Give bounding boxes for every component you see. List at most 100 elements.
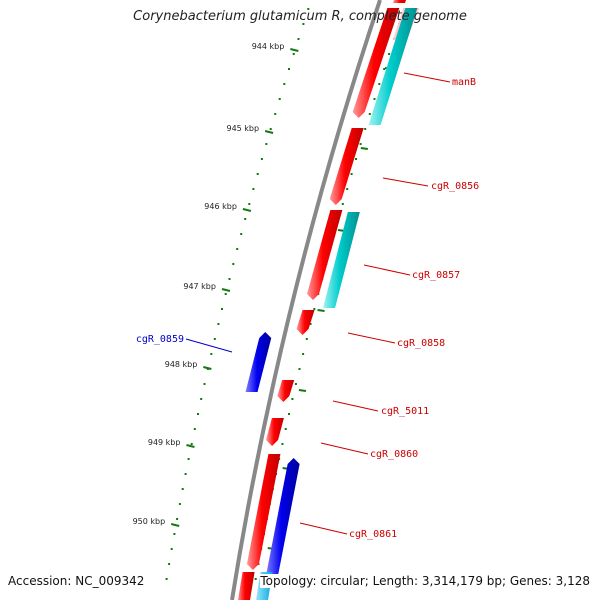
gene-leader-line — [320, 442, 369, 455]
accession-label: Accession: NC_009342 — [8, 574, 145, 588]
gene-feature[interactable] — [307, 210, 343, 300]
guide-dot — [269, 128, 272, 130]
guide-dot — [265, 143, 268, 145]
guide-dot — [248, 203, 251, 205]
kbp-tick — [203, 366, 212, 370]
gene-feature[interactable] — [245, 332, 272, 392]
guide-dot — [197, 413, 199, 415]
gene-label-cgr_5011[interactable]: cgR_5011 — [381, 406, 429, 417]
guide-dot — [291, 398, 294, 400]
minor-tick — [317, 309, 325, 312]
gene-leader-line — [332, 400, 379, 412]
guide-dot — [181, 488, 184, 490]
gene-feature[interactable] — [265, 458, 300, 576]
guide-dot — [359, 143, 362, 145]
guide-dot — [190, 443, 193, 445]
gene-feature[interactable] — [393, 0, 408, 3]
guide-dot — [302, 353, 305, 355]
guide-dot — [178, 503, 181, 505]
gene-label-cgr_0857[interactable]: cgR_0857 — [412, 270, 460, 281]
minor-tick — [360, 147, 368, 150]
guide-dot — [297, 38, 300, 40]
guide-dot — [294, 383, 297, 385]
guide-dot — [256, 173, 259, 175]
kbp-tick-label: 948 kbp — [165, 360, 198, 369]
guide-dot — [221, 308, 223, 310]
gene-leader-line — [185, 338, 233, 353]
guide-dot — [210, 353, 213, 355]
gene-feature[interactable] — [246, 454, 281, 570]
genome-backbone — [230, 0, 382, 601]
gene-leader-line — [299, 522, 348, 535]
gene-leader-line — [347, 332, 396, 344]
kbp-tick — [170, 523, 180, 527]
gene-label-cgr_0858[interactable]: cgR_0858 — [397, 338, 445, 349]
gene-feature[interactable] — [266, 418, 284, 446]
guide-dot — [236, 248, 239, 250]
guide-dot — [240, 233, 243, 235]
guide-dot — [228, 278, 231, 280]
guide-dot — [355, 158, 357, 160]
kbp-tick-label: 945 kbp — [226, 124, 259, 133]
gene-features — [237, 0, 420, 605]
gene-feature[interactable] — [296, 310, 315, 335]
kbp-tick-label: 950 kbp — [133, 517, 166, 526]
guide-dot — [346, 188, 349, 190]
guide-dot — [341, 203, 344, 205]
guide-dot — [168, 563, 171, 565]
guide-dot — [350, 173, 353, 175]
gene-label-cgr_0861[interactable]: cgR_0861 — [349, 529, 397, 540]
kbp-tick-label: 944 kbp — [252, 42, 285, 51]
guide-dot — [254, 578, 257, 580]
guide-dot — [284, 428, 287, 430]
kbp-tick — [290, 48, 299, 52]
guide-dot — [383, 68, 386, 70]
gene-feature[interactable] — [368, 8, 418, 125]
kbp-tick — [221, 288, 231, 292]
guide-dot — [244, 218, 247, 220]
guide-dot — [364, 128, 367, 130]
kbp-tick — [264, 130, 274, 134]
guide-dot — [260, 158, 263, 160]
gene-labels: manB cgR_0856 cgR_0857 cgR_0858 cgR_0859 cgR_… — [136, 72, 479, 540]
guide-dot — [388, 53, 391, 55]
guide-dot — [373, 98, 376, 100]
guide-dot — [288, 68, 290, 70]
guide-dot — [170, 548, 173, 550]
guide-dot — [200, 398, 203, 400]
guide-dot — [283, 83, 286, 85]
gene-feature[interactable] — [329, 128, 364, 205]
gene-label-manb[interactable]: manB — [452, 77, 476, 88]
guide-dot — [298, 368, 301, 370]
guide-dot — [203, 383, 206, 385]
kbp-ticks: 944 kbp 945 kbp 946 kbp 947 kbp 948 kbp 949 k… — [133, 42, 393, 550]
guide-dot — [281, 443, 284, 445]
minor-tick — [298, 389, 307, 392]
guide-dot — [187, 458, 190, 460]
gene-leader-line — [382, 177, 429, 187]
gene-feature[interactable] — [277, 380, 295, 402]
guide-dot — [305, 338, 308, 340]
guide-dot — [252, 188, 255, 190]
gene-label-cgr_0856[interactable]: cgR_0856 — [431, 181, 479, 192]
guide-dot — [307, 8, 310, 10]
gene-feature[interactable] — [352, 8, 400, 118]
guide-dot — [274, 113, 277, 115]
guide-dot — [302, 23, 305, 25]
guide-dot — [176, 518, 179, 520]
guide-dot — [313, 308, 316, 310]
gene-feature[interactable] — [237, 572, 255, 605]
gene-label-cgr_0860[interactable]: cgR_0860 — [370, 449, 418, 460]
genome-title: Corynebacterium glutamicum R, complete g… — [133, 9, 467, 24]
gene-feature[interactable] — [323, 212, 360, 308]
guide-dot — [165, 578, 168, 580]
kbp-tick-label: 946 kbp — [204, 202, 237, 211]
kbp-tick — [242, 208, 252, 212]
guide-dot — [217, 323, 220, 325]
guide-dot — [288, 413, 290, 415]
gene-leader-line — [363, 264, 411, 276]
gene-label-cgr_0859[interactable]: cgR_0859 — [136, 334, 184, 345]
kbp-tick-label: 949 kbp — [148, 438, 181, 447]
